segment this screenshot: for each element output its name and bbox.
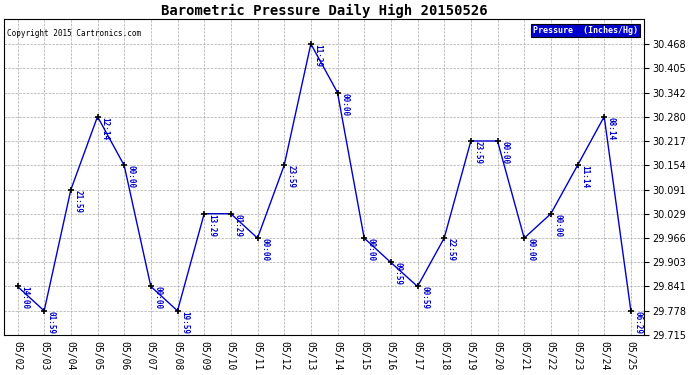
Text: 00:00: 00:00	[127, 165, 136, 189]
Text: 00:00: 00:00	[153, 286, 163, 310]
Text: 11:14: 11:14	[580, 165, 589, 189]
Title: Barometric Pressure Daily High 20150526: Barometric Pressure Daily High 20150526	[161, 4, 488, 18]
Text: Copyright 2015 Cartronics.com: Copyright 2015 Cartronics.com	[8, 29, 141, 38]
Text: 14:00: 14:00	[20, 286, 29, 310]
Text: 22:59: 22:59	[447, 238, 456, 261]
Text: 23:59: 23:59	[287, 165, 296, 189]
Text: 19:59: 19:59	[180, 311, 189, 334]
Text: 00:00: 00:00	[500, 141, 509, 164]
Text: 21:59: 21:59	[74, 190, 83, 213]
Text: 00:00: 00:00	[367, 238, 376, 261]
Text: 00:59: 00:59	[420, 286, 429, 310]
Text: 00:00: 00:00	[527, 238, 536, 261]
Text: 09:59: 09:59	[393, 262, 402, 286]
Text: 00:00: 00:00	[340, 93, 349, 116]
Text: 00:00: 00:00	[553, 214, 562, 237]
Text: 12:14: 12:14	[100, 117, 109, 140]
Text: 00:00: 00:00	[260, 238, 269, 261]
Text: Pressure  (Inches/Hg): Pressure (Inches/Hg)	[533, 26, 638, 35]
Text: 13:29: 13:29	[207, 214, 216, 237]
Text: 11:29: 11:29	[313, 44, 322, 67]
Text: 23:59: 23:59	[473, 141, 482, 164]
Text: 01:59: 01:59	[47, 311, 56, 334]
Text: 01:29: 01:29	[233, 214, 242, 237]
Text: 06:29: 06:29	[633, 311, 642, 334]
Text: 08:14: 08:14	[607, 117, 616, 140]
